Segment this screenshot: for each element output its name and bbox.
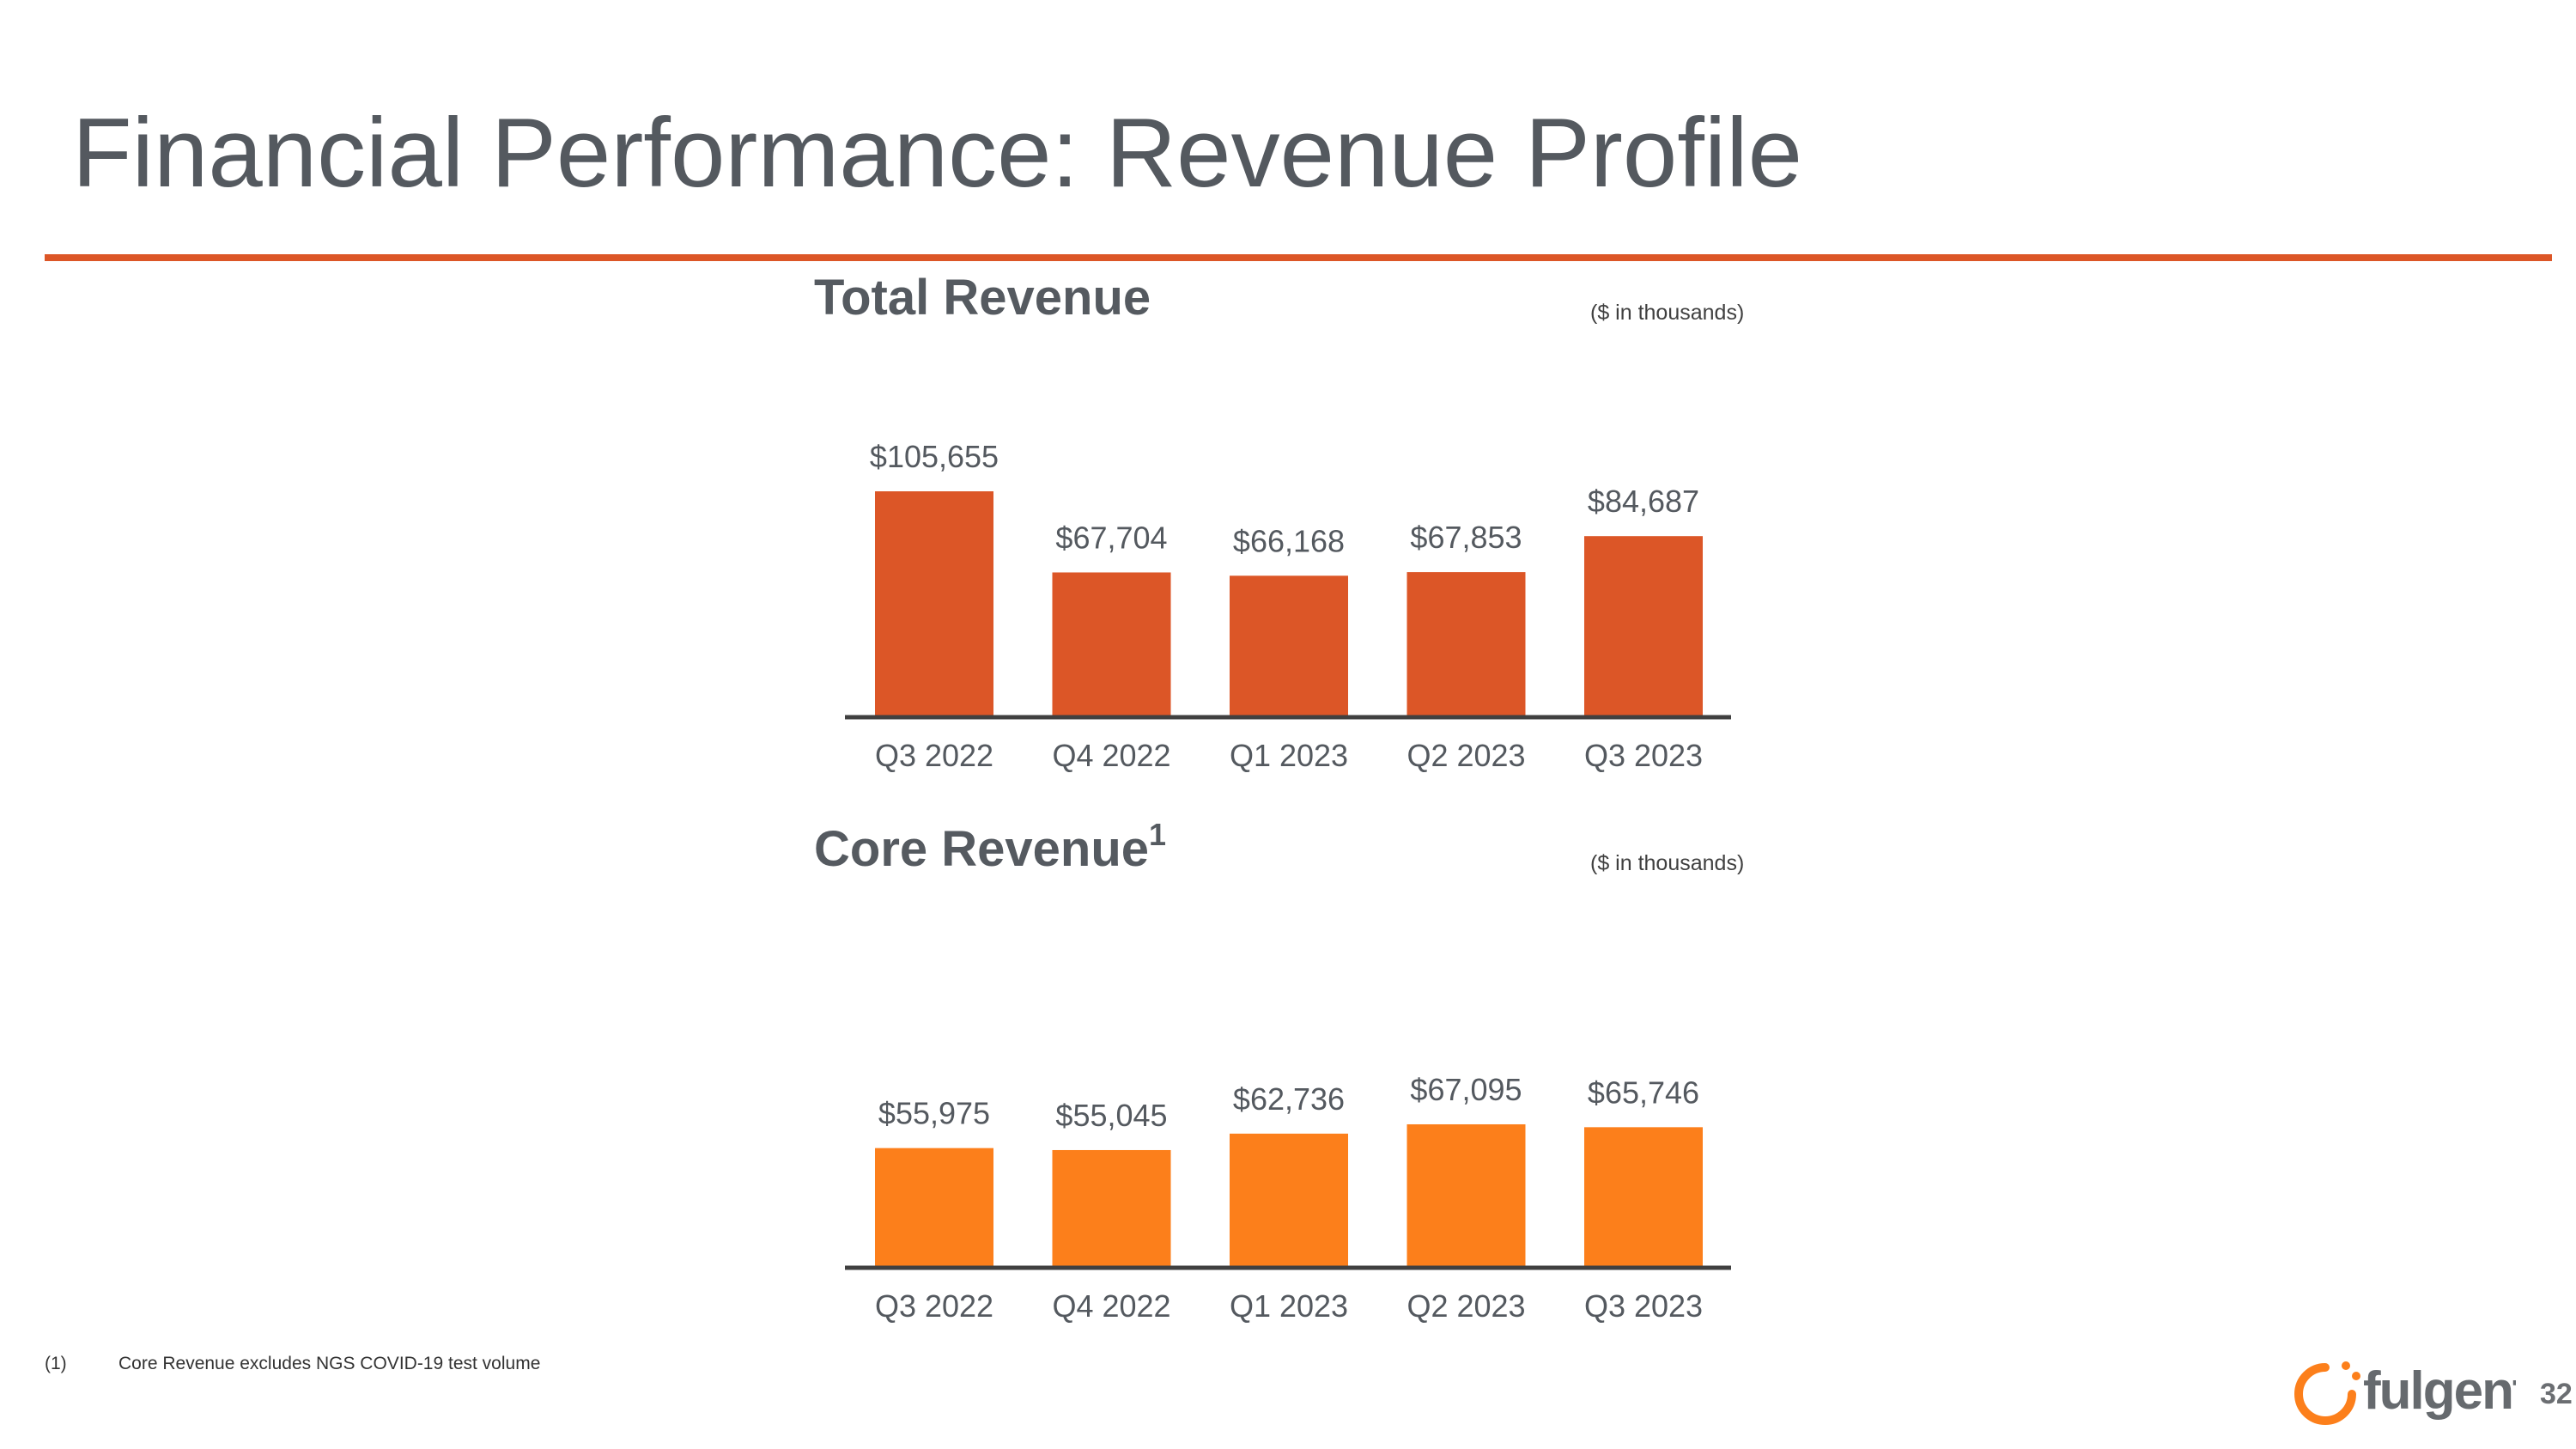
total-revenue-unit-note: ($ in thousands) xyxy=(1590,301,1745,325)
total-data-label-4: $84,687 xyxy=(1588,484,1699,519)
total-bar-1 xyxy=(1052,572,1171,717)
total-bar-0 xyxy=(875,491,993,717)
total-revenue-chart: $105,655 Q3 2022 $67,704 Q4 2022 $66,168 Q1 2… xyxy=(845,439,1731,773)
core-category-label-4: Q3 2023 xyxy=(1584,1288,1703,1324)
total-category-label-2: Q1 2023 xyxy=(1230,738,1348,773)
total-revenue-title-text: Total Revenue xyxy=(814,270,1151,326)
core-revenue-unit-note: ($ in thousands) xyxy=(1590,851,1745,875)
total-category-label-1: Q4 2022 xyxy=(1052,738,1170,773)
core-revenue-chart: $55,975 Q3 2022 $55,045 Q4 2022 $62,736 Q1 20… xyxy=(845,1072,1731,1324)
footnote-text: Core Revenue excludes NGS COVID-19 test … xyxy=(118,1354,541,1373)
logo-dot-icon xyxy=(2342,1361,2350,1370)
total-category-label-4: Q3 2023 xyxy=(1584,738,1703,773)
core-category-label-0: Q3 2022 xyxy=(875,1288,993,1324)
core-bar-3 xyxy=(1406,1123,1526,1268)
title-divider xyxy=(45,254,2552,261)
core-category-label-3: Q2 2023 xyxy=(1406,1288,1525,1324)
core-bar-1 xyxy=(1052,1149,1171,1268)
core-data-label-4: $65,746 xyxy=(1588,1075,1699,1110)
total-data-label-2: $66,168 xyxy=(1233,523,1345,558)
core-data-label-2: $62,736 xyxy=(1233,1081,1345,1117)
total-data-label-1: $67,704 xyxy=(1055,520,1167,555)
page-number: 32 xyxy=(2540,1378,2573,1410)
total-bar-4 xyxy=(1584,536,1703,717)
logo-dot-icon xyxy=(2352,1372,2360,1380)
core-category-label-1: Q4 2022 xyxy=(1052,1288,1170,1324)
core-data-label-3: $67,095 xyxy=(1410,1072,1522,1107)
total-bar-2 xyxy=(1230,575,1348,717)
total-category-label-3: Q2 2023 xyxy=(1406,738,1525,773)
core-bar-4 xyxy=(1584,1127,1703,1268)
fulgent-logo: fulgent xyxy=(2294,1361,2516,1425)
total-data-label-0: $105,655 xyxy=(870,439,999,474)
core-data-label-0: $55,975 xyxy=(878,1096,990,1131)
core-category-label-2: Q1 2023 xyxy=(1230,1288,1348,1324)
core-revenue-title-text: Core Revenue xyxy=(814,821,1150,877)
total-bar-3 xyxy=(1406,572,1526,717)
total-revenue-title: Total Revenue xyxy=(814,273,1151,323)
core-bar-2 xyxy=(1230,1133,1348,1268)
core-data-label-1: $55,045 xyxy=(1055,1098,1167,1133)
core-bar-0 xyxy=(875,1148,993,1268)
logo-ring-icon xyxy=(2294,1363,2356,1425)
core-revenue-footnote-ref: 1 xyxy=(1149,817,1167,852)
core-revenue-title: Core Revenue1 xyxy=(814,819,1166,874)
total-data-label-3: $67,853 xyxy=(1410,520,1522,555)
total-category-label-0: Q3 2022 xyxy=(875,738,993,773)
slide-title: Financial Performance: Revenue Profile xyxy=(72,99,1802,208)
logo-wordmark: fulgent xyxy=(2363,1361,2516,1421)
footnote-marker: (1) xyxy=(45,1354,67,1373)
